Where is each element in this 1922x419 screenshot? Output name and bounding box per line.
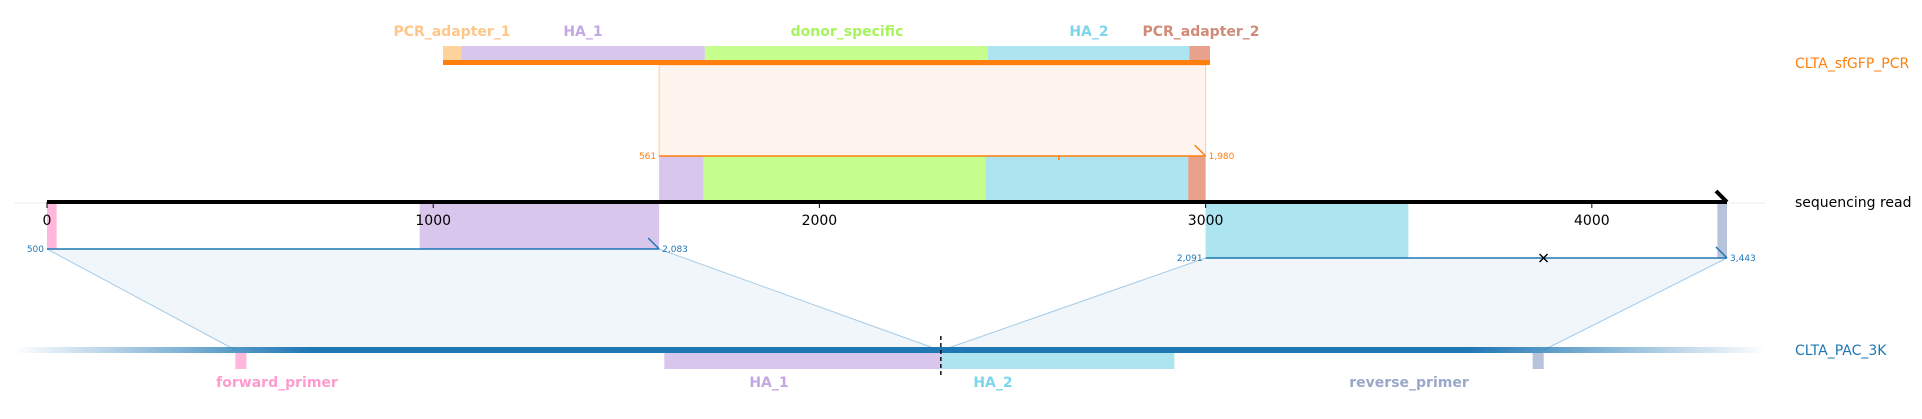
pcr-feature-pcr_adapter_1: [443, 46, 462, 61]
pac-alignment-start-label-1: 500: [27, 245, 44, 255]
feature-blocks-layer: [47, 46, 1727, 369]
pcr-feature-donor_specific: [704, 46, 988, 61]
read-axis-tick-label-0: 0: [43, 213, 52, 229]
pcr-feature-label-ha_1: HA_1: [563, 24, 602, 40]
read-axis-tick-label-1000: 1000: [415, 213, 451, 229]
track-label-pcr: CLTA_sfGFP_PCR: [1795, 56, 1909, 72]
pcr-feature-pcr_adapter_2: [1189, 46, 1210, 61]
read-axis-layer: 0 1000 2000 3000 4000: [14, 189, 1766, 229]
pac-feature-forward_primer: [235, 353, 247, 369]
pcr-feature-label-ha_2: HA_2: [1069, 24, 1108, 40]
pac-connector-left-1: [46, 248, 236, 351]
pcr-alignment-shading: [658, 64, 1207, 157]
pcr-alignment-end-label: 1,980: [1209, 152, 1235, 162]
pac-connector-left-2: [942, 257, 1206, 351]
read-bottom-feature-ha_1: [419, 202, 660, 249]
pcr-feature-label-donor_specific: donor_specific: [791, 24, 904, 40]
read-axis-tick-label-3000: 3000: [1188, 213, 1224, 229]
read-top-feature-ha_2: [985, 156, 1189, 202]
pac-alignment-shading-1: [47, 249, 940, 350]
read-axis-tick-label-4000: 4000: [1574, 213, 1610, 229]
pcr-feature-ha_1: [461, 46, 705, 61]
pac-alignment-arrowhead-1: [647, 237, 660, 250]
pac-alignment-end-label-1: 2,083: [662, 245, 688, 255]
pcr-alignment-arrowhead: [1194, 144, 1207, 157]
pac-feature-reverse_primer: [1532, 353, 1544, 369]
pac-alignment-shading-2: [942, 258, 1727, 350]
alignment-lines-layer: [13, 60, 1766, 375]
pac-alignment-arrowhead-2: [1715, 246, 1728, 259]
pac-connector-right-2: [1543, 257, 1728, 351]
pcr-feature-label-pcr_adapter_2: PCR_adapter_2: [1142, 24, 1259, 40]
pac-feature-ha_2: [940, 353, 1175, 369]
read-bottom-feature-reverse_primer: [1717, 202, 1727, 258]
pcr-product-bar: [443, 60, 1210, 65]
read-bottom-feature-ha_2: [1205, 202, 1409, 258]
track-label-pac: CLTA_PAC_3K: [1795, 343, 1887, 359]
pcr-feature-ha_2: [987, 46, 1190, 61]
read-top-feature-pcr_adapter_2: [1188, 156, 1206, 202]
pac-feature-label-reverse_primer: reverse_primer: [1349, 375, 1469, 391]
pcr-feature-label-pcr_adapter_1: PCR_adapter_1: [393, 24, 510, 40]
pcr-alignment-start-label: 561: [639, 152, 656, 162]
alignment-shading-layer: [47, 64, 1727, 350]
pac-reference-bar: [13, 347, 1766, 353]
pac-alignment-end-label-2: 3,443: [1730, 254, 1756, 264]
pac-connector-right-1: [658, 248, 940, 351]
read-bottom-feature-forward_primer: [47, 202, 57, 249]
pac-feature-label-ha_2: HA_2: [973, 375, 1012, 391]
pac-feature-label-forward_primer: forward_primer: [216, 375, 338, 391]
track-label-read: sequencing read: [1795, 195, 1911, 211]
read-top-feature-donor_specific: [703, 156, 986, 202]
read-top-feature-ha_1: [659, 156, 704, 202]
pac-alignment-start-label-2: 2,091: [1177, 254, 1203, 264]
labels-layer: PCR_adapter_1 HA_1 donor_specific HA_2 PCR_a…: [27, 24, 1912, 391]
read-axis-arrowhead: [1714, 189, 1729, 204]
mismatch-stroke-b: [1539, 253, 1549, 263]
pac-mismatch-marker: [1539, 253, 1549, 263]
pac-feature-ha_1: [664, 353, 941, 369]
pac-feature-label-ha_1: HA_1: [749, 375, 788, 391]
read-axis-tick-label-2000: 2000: [802, 213, 838, 229]
